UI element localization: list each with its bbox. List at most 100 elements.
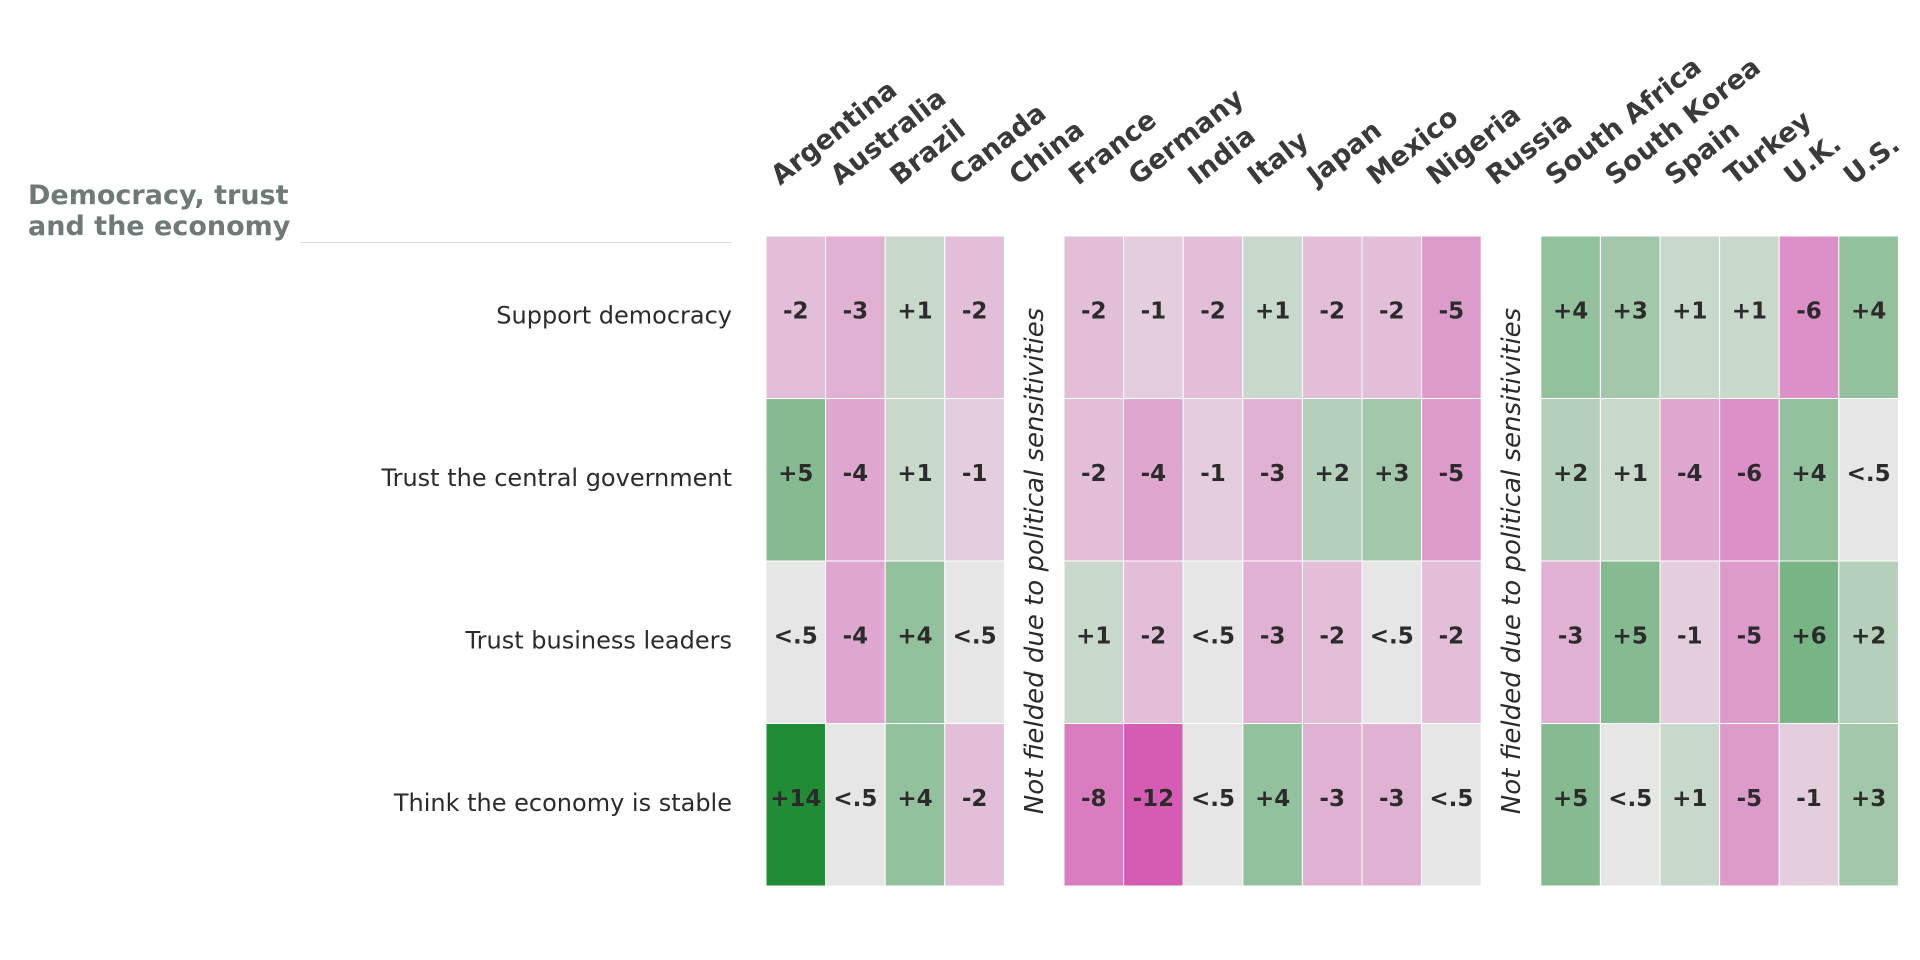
cell-value: -2 (1141, 623, 1167, 649)
heatmap-cell (1421, 560, 1482, 724)
heatmap-cell (1659, 398, 1721, 562)
cell-value: +4 (1553, 298, 1588, 324)
heatmap-cell (1063, 398, 1125, 562)
cell-value: +1 (1076, 623, 1111, 649)
cell-value: +2 (1553, 461, 1588, 487)
cell-value: +14 (770, 786, 821, 812)
heatmap-cell (1242, 723, 1303, 887)
cell-value: -2 (1439, 623, 1465, 649)
cell-value: -3 (843, 298, 869, 324)
heatmap-cell (1361, 723, 1423, 887)
cell-value: -5 (1439, 298, 1465, 324)
heatmap-cell (1838, 398, 1899, 562)
cell-value: +5 (778, 461, 813, 487)
cell-value: <.5 (1191, 786, 1235, 812)
cell-value: -3 (1319, 786, 1345, 812)
heatmap-cell (1838, 723, 1899, 887)
heatmap-cell (1361, 560, 1423, 724)
cell-value: -1 (1796, 786, 1822, 812)
heatmap-cell (1719, 235, 1780, 399)
cell-value: -2 (1319, 298, 1345, 324)
column-label-u-s: U.S. (1838, 129, 1906, 192)
cell-value: <.5 (1608, 786, 1652, 812)
cell-value: -3 (1260, 461, 1286, 487)
cell-value: +1 (897, 298, 932, 324)
heatmap-cell (1778, 398, 1840, 562)
heatmap-cell (1182, 723, 1244, 887)
not-fielded-note-russia: Not fielded due to political sensitiviti… (1497, 308, 1527, 814)
cell-value: -4 (843, 623, 869, 649)
heatmap-cell (1421, 398, 1482, 562)
heatmap-cell (1659, 560, 1721, 724)
heatmap-cell (1659, 235, 1721, 399)
heatmap-cell (1182, 398, 1244, 562)
heatmap-cell (884, 235, 946, 399)
cell-value: -4 (843, 461, 869, 487)
cell-value: -1 (1141, 298, 1167, 324)
cell-value: <.5 (953, 623, 997, 649)
cell-value: -2 (1200, 298, 1226, 324)
heatmap-cell (1838, 560, 1899, 724)
heatmap-cell (1421, 723, 1482, 887)
heatmap-cell (944, 560, 1005, 724)
heatmap-cell (944, 723, 1005, 887)
cell-value: +3 (1374, 461, 1409, 487)
heatmap-cell (1301, 398, 1363, 562)
heatmap-cell (1778, 560, 1840, 724)
heatmap-cell (1182, 235, 1244, 399)
heatmap-cell (1540, 235, 1601, 399)
row-label: Support democracy (496, 301, 732, 329)
cell-value: +5 (1613, 623, 1648, 649)
cell-value: -5 (1737, 786, 1763, 812)
heatmap-cell (765, 560, 827, 724)
cell-value: -5 (1737, 623, 1763, 649)
cell-value: +1 (1672, 786, 1707, 812)
heatmap-cell (1599, 398, 1661, 562)
heatmap-cell (765, 235, 827, 399)
cell-value: <.5 (833, 786, 877, 812)
heatmap-cell (1301, 723, 1363, 887)
cell-value: -2 (962, 298, 988, 324)
heatmap-cell (1063, 235, 1125, 399)
cell-value: -1 (1677, 623, 1703, 649)
heatmap-cell (1361, 398, 1423, 562)
heatmap-cell (944, 398, 1005, 562)
cell-value: +3 (1851, 786, 1886, 812)
heatmap-cell (1599, 560, 1661, 724)
heatmap-cell (1540, 723, 1601, 887)
heatmap-cell (1123, 560, 1184, 724)
cell-value: +1 (1613, 461, 1648, 487)
heatmap-cell (825, 560, 886, 724)
heatmap-cell (1540, 560, 1601, 724)
row-label: Trust the central government (380, 464, 732, 492)
not-fielded-note-china: Not fielded due to political sensitiviti… (1020, 308, 1050, 814)
cell-value: -2 (962, 786, 988, 812)
heatmap-cell (1659, 723, 1721, 887)
heatmap-cell (765, 398, 827, 562)
cell-value: +2 (1851, 623, 1886, 649)
cell-value: +5 (1553, 786, 1588, 812)
heatmap-cell (765, 723, 827, 887)
heatmap-cell (1123, 398, 1184, 562)
heatmap-cell (1599, 235, 1661, 399)
cell-value: -3 (1260, 623, 1286, 649)
cell-value: +1 (897, 461, 932, 487)
cell-value: +6 (1791, 623, 1826, 649)
cell-value: -4 (1677, 461, 1703, 487)
cell-value: +4 (1791, 461, 1826, 487)
heatmap-cell (1599, 723, 1661, 887)
heatmap-cell (1719, 398, 1780, 562)
title-divider (300, 242, 732, 243)
cell-value: -1 (962, 461, 988, 487)
cell-value: -2 (1319, 623, 1345, 649)
cell-value: -2 (1081, 298, 1107, 324)
heatmap-cell (1123, 235, 1184, 399)
cell-value: <.5 (1370, 623, 1414, 649)
cell-value: -3 (1379, 786, 1405, 812)
cell-value: -6 (1737, 461, 1763, 487)
heatmap-cell (825, 723, 886, 887)
cell-value: -1 (1200, 461, 1226, 487)
heatmap-cell (825, 398, 886, 562)
section-title: Democracy, trust and the economy (28, 180, 291, 242)
cell-value: -8 (1081, 786, 1107, 812)
